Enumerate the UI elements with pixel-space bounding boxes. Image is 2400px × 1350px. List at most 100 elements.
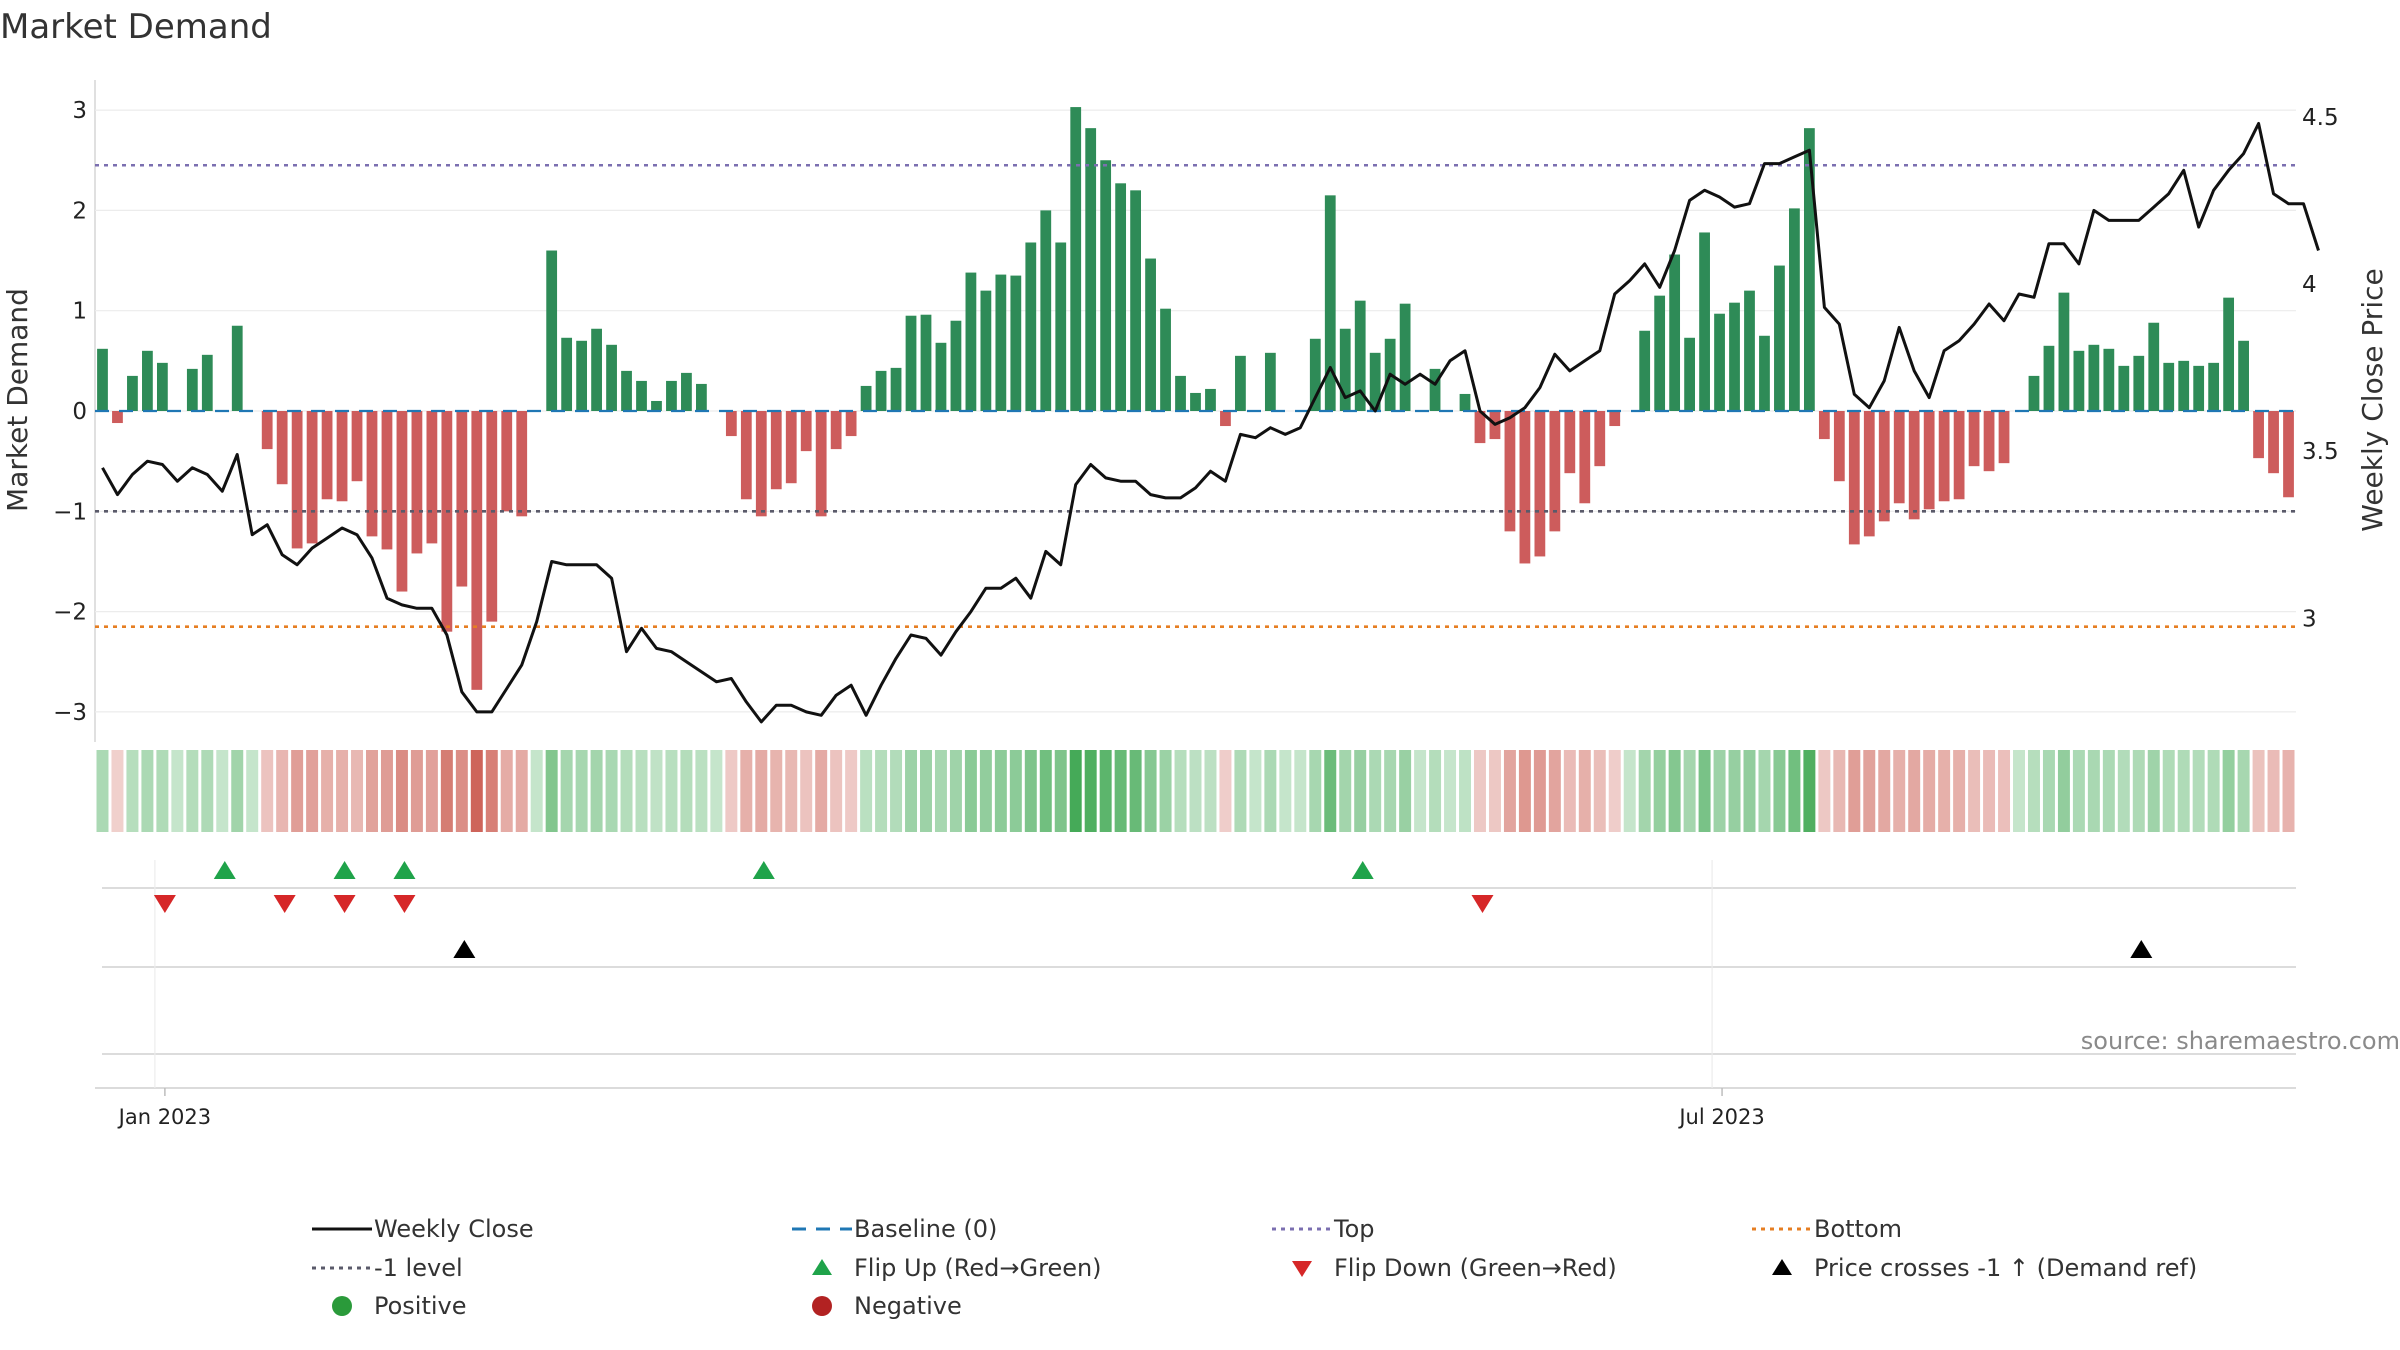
heat-cell (336, 750, 349, 832)
demand-bar (2208, 362, 2220, 411)
reference-lines (95, 163, 2296, 628)
price-cross-marker (453, 940, 476, 958)
demand-bar (1609, 411, 1621, 427)
demand-bar (666, 380, 677, 411)
demand-bar (2088, 344, 2100, 411)
heat-cell (1833, 750, 1846, 832)
heat-cell (1144, 750, 1157, 832)
heat-cell (126, 750, 139, 832)
heat-cell (2192, 750, 2205, 832)
legend-negative: Negative (780, 1287, 1260, 1326)
heat-cell (1908, 750, 1921, 832)
heat-cell (1638, 750, 1651, 832)
heat-cell (2252, 750, 2265, 832)
heat-cell (920, 750, 932, 832)
demand-bar (2223, 297, 2235, 411)
heat-cell (979, 750, 992, 832)
demand-bar (755, 411, 767, 517)
weekly-close-line-icon (312, 1227, 372, 1231)
demand-bar (591, 328, 602, 411)
heat-cell (1414, 750, 1427, 832)
heat-cell (635, 750, 648, 832)
heat-cell (485, 750, 498, 832)
heat-cell (1264, 750, 1277, 832)
heat-cell (1773, 750, 1786, 832)
demand-bar (2193, 365, 2205, 411)
y-tick-label: 3 (72, 98, 87, 124)
heat-cell (1354, 750, 1367, 832)
demand-bar (1115, 183, 1127, 411)
heat-cell (410, 750, 423, 832)
legend-baseline: Baseline (0) (780, 1210, 1260, 1249)
demand-bar (1893, 411, 1905, 504)
heat-cell (860, 750, 873, 832)
demand-bar (112, 411, 123, 424)
flip-down-triangle-icon (1292, 1260, 1312, 1277)
demand-bar (1699, 232, 1710, 411)
heat-cell (141, 750, 154, 832)
heat-cell (1099, 750, 1112, 832)
heat-cell (2132, 750, 2145, 832)
heat-cell (1683, 750, 1696, 832)
heat-cell (905, 750, 918, 832)
demand-bar (770, 411, 782, 490)
heat-cell (755, 750, 768, 832)
heat-cell (291, 750, 304, 832)
heat-cell (1968, 750, 1981, 832)
heat-cell (2282, 750, 2295, 832)
demand-bar (1175, 375, 1186, 411)
heat-cell (1009, 750, 1022, 832)
heat-cell (1488, 750, 1501, 832)
y-tick-label: −2 (53, 600, 87, 626)
heat-cell (366, 750, 378, 832)
heat-cell (186, 750, 199, 832)
demand-bar (201, 354, 213, 411)
demand-bar (651, 400, 662, 411)
heat-cell (1159, 750, 1172, 832)
heat-cell (1728, 750, 1741, 832)
heat-cell (1518, 750, 1531, 832)
demand-bar (1983, 411, 1995, 472)
heat-cell (1893, 750, 1906, 832)
demand-bar (1429, 368, 1441, 411)
heat-cell (845, 750, 858, 832)
demand-bar (2043, 345, 2055, 411)
demand-bar (920, 314, 932, 411)
demand-bar (1085, 128, 1097, 412)
top-dotted-icon (1272, 1227, 1332, 1231)
demand-bar (1878, 411, 1890, 522)
demand-bar (1789, 208, 1800, 411)
demand-bar (1744, 290, 1755, 411)
price-cross-marker (2130, 940, 2153, 958)
y2-axis-label: Weekly Close Price (2356, 268, 2389, 531)
heat-cell (1309, 750, 1322, 832)
positive-dot-icon (332, 1296, 352, 1317)
heat-cell (1249, 750, 1262, 832)
demand-bar (1684, 337, 1695, 411)
flip-up-marker (333, 861, 356, 879)
demand-bar (2283, 411, 2294, 498)
demand-bar (845, 411, 857, 437)
legend-weekly-close: Weekly Close (300, 1210, 780, 1249)
heat-cell (949, 750, 962, 832)
y-tick-label: 1 (72, 299, 87, 325)
y-tick-label: 0 (72, 399, 87, 425)
demand-bar (696, 383, 707, 411)
demand-bar (995, 274, 1007, 411)
demand-bar (2238, 340, 2249, 411)
heat-cell (1998, 750, 2011, 832)
heat-cell (231, 750, 244, 832)
heat-cell (2087, 750, 2100, 832)
demand-bar (1459, 393, 1471, 411)
heat-cell (725, 750, 738, 832)
demand-bar (2103, 348, 2115, 411)
demand-bar (2268, 411, 2279, 474)
heat-cell (1743, 750, 1756, 832)
baseline-dash-icon (792, 1227, 852, 1231)
heat-cell (800, 750, 813, 832)
heat-cell (1369, 750, 1382, 832)
heat-cell (2207, 750, 2220, 832)
heat-cell (1953, 750, 1966, 832)
heat-cell (96, 750, 109, 832)
